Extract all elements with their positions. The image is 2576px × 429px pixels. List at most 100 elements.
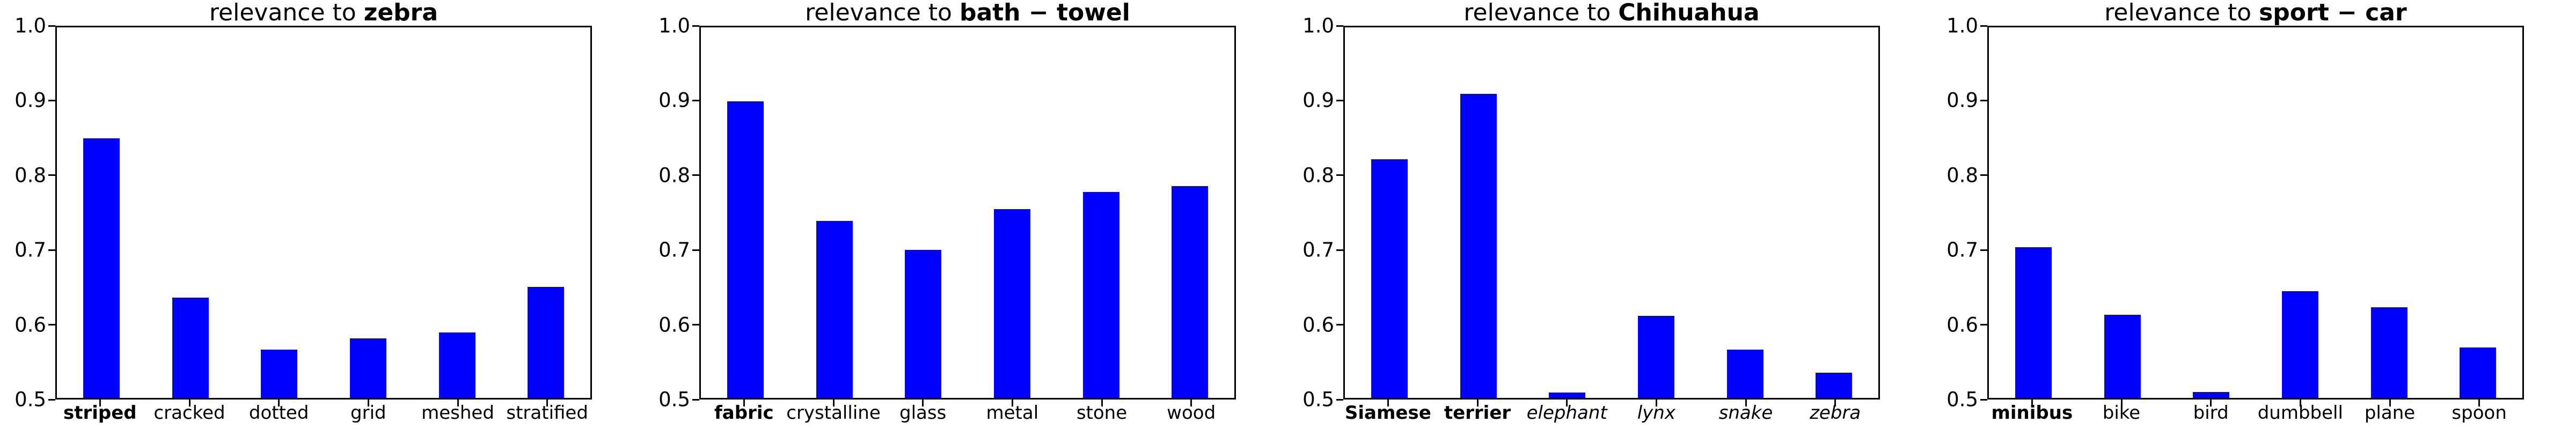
y-axis-tick-label: 1.0 [1946, 14, 1978, 38]
bar-stone [1082, 191, 1119, 398]
bar-bird [2193, 391, 2230, 398]
chart-title: relevance to Chihuahua [1343, 1, 1880, 25]
y-axis-tick-mark [1336, 249, 1343, 251]
y-axis-tick-label: 1.0 [14, 14, 46, 38]
x-axis-tick-mark [1745, 400, 1747, 406]
y-axis-tick-label: 0.7 [1302, 238, 1334, 262]
x-axis-label-spoon: spoon [2451, 402, 2507, 424]
x-axis-tick-mark [367, 400, 369, 406]
chart-title-subject: zebra [363, 0, 438, 26]
x-axis-label-zebra: zebra [1810, 402, 1861, 424]
x-axis-tick-mark [2478, 400, 2480, 406]
chart-title-prefix: relevance to [805, 0, 960, 26]
y-axis-tick-label: 0.9 [14, 88, 46, 112]
x-axis-tick-mark [1190, 400, 1192, 406]
y-axis-tick-mark [1336, 99, 1343, 101]
x-axis-tick-mark [1566, 400, 1568, 406]
chart-title-subject: Chihuahua [1618, 0, 1760, 26]
x-axis-label-grid: grid [350, 402, 386, 424]
x-axis-tick-mark [2120, 400, 2123, 406]
y-axis-tick-label: 0.8 [1946, 164, 1978, 187]
x-axis-label-lynx: lynx [1637, 402, 1675, 424]
x-axis-tick-mark [1834, 400, 1836, 406]
y-axis-tick-mark [1336, 398, 1343, 401]
x-axis-label-snake: snake [1718, 402, 1773, 424]
bar-grid [349, 338, 386, 398]
x-axis-label-meshed: meshed [421, 402, 494, 424]
y-axis-tick-mark [48, 174, 55, 176]
bar-dotted [261, 350, 298, 398]
x-axis-tick-mark [743, 400, 745, 406]
bar-terrier [1460, 94, 1497, 398]
y-axis-tick-mark [48, 398, 55, 401]
y-axis-tick-mark [692, 25, 699, 27]
bar-elephant [1549, 393, 1586, 398]
axes-box [1343, 26, 1880, 400]
y-axis-tick-label: 0.8 [658, 164, 690, 187]
bar-striped [83, 138, 120, 398]
bar-stratified [528, 286, 565, 398]
y-axis-tick-label: 0.6 [1302, 313, 1334, 337]
y-axis-tick-label: 0.9 [1946, 88, 1978, 112]
x-axis-tick-mark [457, 400, 459, 406]
y-axis-tick-mark [1336, 25, 1343, 27]
bar-minibus [2015, 247, 2052, 398]
bar-metal [993, 209, 1030, 398]
chart-title-prefix: relevance to [1463, 0, 1619, 26]
x-axis-label-dumbbell: dumbbell [2257, 402, 2343, 424]
x-axis-label-plane: plane [2364, 402, 2416, 424]
x-axis-label-cracked: cracked [153, 402, 225, 424]
y-axis-tick-mark [692, 398, 699, 401]
chart-title-subject: bath − towel [959, 0, 1130, 26]
bar-dumbbell [2281, 291, 2318, 398]
x-axis-label-bird: bird [2193, 402, 2229, 424]
x-axis-label-terrier: terrier [1444, 402, 1511, 424]
x-axis-tick-mark [922, 400, 924, 406]
chart-title-subject: sport − car [2259, 0, 2407, 26]
chart-title: relevance to bath − towel [699, 1, 1236, 25]
bar-plane [2370, 307, 2407, 398]
y-axis-tick-mark [1980, 324, 1987, 326]
x-axis-label-minibus: minibus [1991, 402, 2073, 424]
y-axis-tick-label: 0.9 [658, 88, 690, 112]
y-axis-tick-mark [48, 249, 55, 251]
y-axis-tick-label: 0.7 [658, 238, 690, 262]
x-axis-tick-mark [1101, 400, 1103, 406]
y-axis-tick-mark [1336, 174, 1343, 176]
x-axis-label-fabric: fabric [714, 402, 774, 424]
x-axis-label-metal: metal [986, 402, 1039, 424]
chart-title-prefix: relevance to [209, 0, 364, 26]
x-axis-tick-mark [188, 400, 191, 406]
chart-panel-sport-car: relevance to sport − car 1.0 0.9 0.8 0.7 0.6… [1932, 0, 2576, 429]
y-axis-tick-label: 0.5 [658, 388, 690, 411]
x-axis-tick-mark [832, 400, 835, 406]
x-axis-label-crystalline: crystalline [786, 402, 881, 424]
x-axis-tick-mark [2389, 400, 2391, 406]
y-axis-tick-label: 0.7 [14, 238, 46, 262]
x-axis-label-stone: stone [1076, 402, 1128, 424]
y-axis-tick-mark [48, 25, 55, 27]
y-axis-tick-label: 0.6 [1946, 313, 1978, 337]
bar-cracked [172, 298, 209, 398]
x-axis-tick-mark [1387, 400, 1389, 406]
bar-crystalline [816, 220, 853, 398]
y-axis-tick-label: 0.8 [1302, 164, 1334, 187]
y-axis-tick-mark [1336, 324, 1343, 326]
chart-title-prefix: relevance to [2104, 0, 2259, 26]
y-axis-tick-mark [1980, 398, 1987, 401]
x-axis-label-dotted: dotted [248, 402, 309, 424]
axes-box [699, 26, 1236, 400]
x-axis-label-Siamese: Siamese [1344, 402, 1431, 424]
x-axis-tick-mark [2031, 400, 2033, 406]
bar-bike [2104, 315, 2141, 398]
y-axis-tick-mark [1980, 249, 1987, 251]
bar-Siamese [1371, 159, 1408, 398]
x-axis-tick-mark [1011, 400, 1013, 406]
x-axis-label-elephant: elephant [1526, 402, 1607, 424]
x-axis-label-striped: striped [63, 402, 137, 424]
x-axis-label-bike: bike [2102, 402, 2141, 424]
y-axis-tick-mark [1980, 99, 1987, 101]
x-axis-tick-mark [278, 400, 280, 406]
bar-glass [905, 249, 942, 398]
x-axis-label-glass: glass [899, 402, 947, 424]
